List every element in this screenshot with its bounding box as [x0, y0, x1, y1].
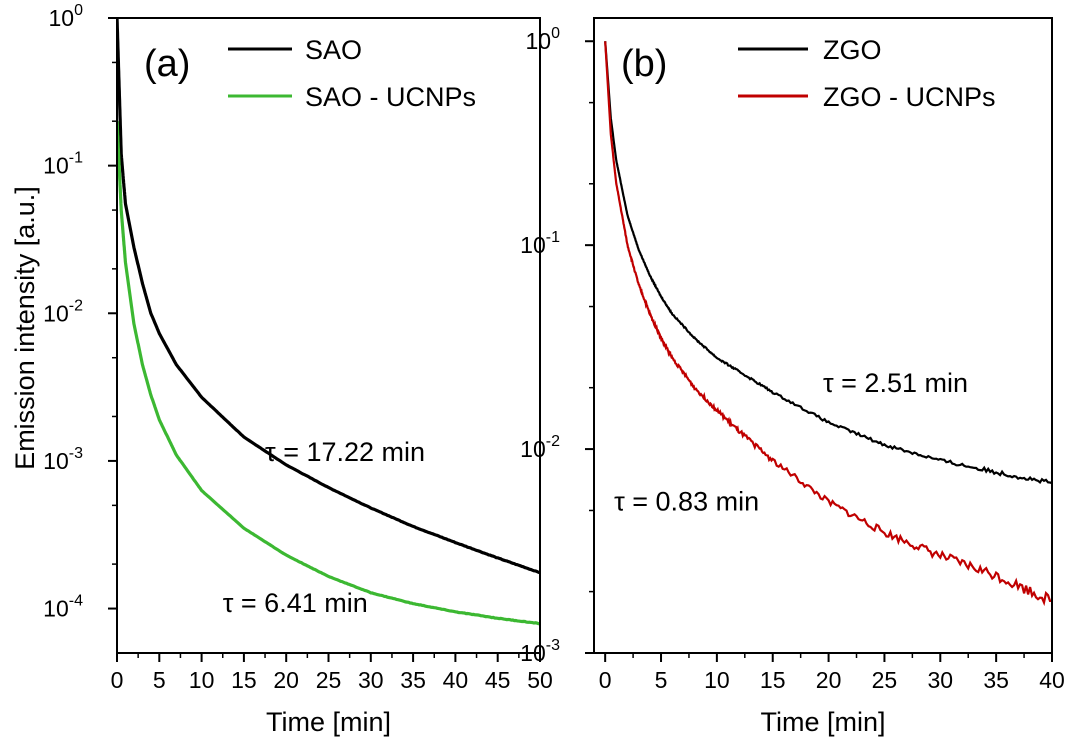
- y-tick-exponent: -3: [69, 445, 83, 462]
- x-tick-label: 0: [111, 667, 124, 693]
- y-tick-exponent: -4: [69, 593, 83, 610]
- legend-label: ZGO: [823, 35, 882, 65]
- y-tick-label: 100: [526, 25, 561, 54]
- panel-label: (b): [621, 43, 667, 85]
- panel-a: 0 5 10 15 20 25 30 35 40 45 5010010-110-210-310-4T…: [43, 2, 553, 737]
- y-tick-base: 10: [526, 28, 552, 54]
- x-tick-label: 20: [273, 667, 299, 693]
- plot-frame: [593, 17, 1053, 654]
- y-tick-base: 10: [520, 640, 546, 666]
- y-tick-label: 10-3: [520, 637, 560, 666]
- x-tick-label: 0: [599, 667, 612, 693]
- tau-annotation: τ = 0.83 min: [614, 486, 759, 516]
- y-tick-label: 10-1: [520, 229, 560, 258]
- y-tick-base: 10: [43, 300, 69, 326]
- y-tick-exponent: 0: [551, 25, 560, 42]
- x-tick-label: 40: [443, 667, 469, 693]
- series-line-sao: [117, 18, 540, 575]
- legend-label: ZGO - UCNPs: [823, 82, 996, 112]
- y-tick-label: 10-2: [43, 297, 83, 326]
- x-tick-label: 10: [189, 667, 215, 693]
- x-tick-label: 50: [527, 667, 553, 693]
- x-tick-label: 5: [655, 667, 668, 693]
- y-tick-exponent: -3: [546, 637, 560, 654]
- y-tick-base: 10: [520, 436, 546, 462]
- y-tick-base: 10: [43, 596, 69, 622]
- y-tick-base: 10: [520, 232, 546, 258]
- x-tick-label: 30: [927, 667, 953, 693]
- x-axis-label: Time [min]: [760, 707, 885, 737]
- y-tick-exponent: -1: [546, 229, 560, 246]
- y-tick-base: 10: [43, 448, 69, 474]
- y-tick-label: 10-2: [520, 433, 560, 462]
- y-tick-exponent: -2: [546, 433, 560, 450]
- y-tick-exponent: 0: [74, 2, 83, 19]
- x-tick-label: 25: [316, 667, 342, 693]
- y-tick-exponent: -2: [69, 297, 83, 314]
- legend-label: SAO: [305, 35, 362, 65]
- series-line-sao-ucnps: [117, 121, 540, 626]
- series-line-zgo: [604, 41, 1052, 485]
- x-tick-label: 30: [358, 667, 384, 693]
- x-tick-label: 45: [485, 667, 511, 693]
- x-tick-label: 25: [872, 667, 898, 693]
- legend-label: SAO - UCNPs: [305, 82, 476, 112]
- y-tick-base: 10: [49, 5, 75, 31]
- x-tick-label: 35: [400, 667, 426, 693]
- x-tick-label: 10: [704, 667, 730, 693]
- y-tick-label: 10-4: [43, 593, 83, 622]
- x-tick-label: 35: [983, 667, 1009, 693]
- y-tick-label: 10-3: [43, 445, 83, 474]
- y-tick-base: 10: [43, 153, 69, 179]
- y-tick-label: 100: [49, 2, 84, 31]
- x-tick-label: 40: [1039, 667, 1065, 693]
- y-tick-label: 10-1: [43, 150, 83, 179]
- y-axis-label: Emission intensity [a.u.]: [10, 186, 40, 470]
- tau-annotation: τ = 6.41 min: [223, 588, 368, 618]
- x-tick-label: 20: [816, 667, 842, 693]
- panel-label: (a): [144, 43, 190, 85]
- x-tick-label: 15: [231, 667, 257, 693]
- tau-annotation: τ = 2.51 min: [823, 368, 968, 398]
- x-tick-label: 15: [760, 667, 786, 693]
- x-tick-label: 5: [153, 667, 166, 693]
- series-line-zgo-ucnps: [604, 41, 1052, 607]
- y-tick-exponent: -1: [69, 150, 83, 167]
- tau-annotation: τ = 17.22 min: [265, 437, 425, 467]
- plot-frame: [116, 17, 541, 654]
- x-axis-label: Time [min]: [266, 707, 391, 737]
